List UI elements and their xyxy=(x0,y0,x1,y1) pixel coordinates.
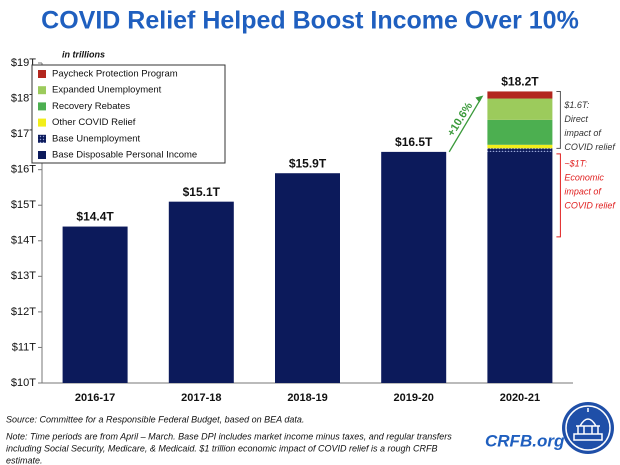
economic-note: COVID relief xyxy=(564,200,616,210)
y-tick-label: $14T xyxy=(11,235,36,247)
unit-note: in trillions xyxy=(62,49,105,59)
chart-title: COVID Relief Helped Boost Income Over 10… xyxy=(41,7,579,35)
legend-swatch xyxy=(38,118,46,127)
note: Note: Time periods are from April – Marc… xyxy=(6,431,452,441)
y-tick-label: $18T xyxy=(11,92,36,104)
legend-label: Expanded Unemployment xyxy=(52,85,162,96)
y-tick-label: $11T xyxy=(12,341,37,353)
total-label: $16.5T xyxy=(395,135,433,149)
bar-segment xyxy=(487,144,553,149)
economic-bracket xyxy=(556,153,561,238)
legend-swatch xyxy=(38,151,46,159)
source: Source: Committee for a Responsible Fede… xyxy=(6,414,304,424)
y-tick-label: $17T xyxy=(11,128,36,140)
x-tick-label: 2020-21 xyxy=(500,392,540,404)
bar-segment xyxy=(487,148,553,152)
legend-swatch xyxy=(38,102,46,111)
growth-arrow xyxy=(448,99,481,153)
legend-swatch xyxy=(38,134,46,143)
x-tick-label: 2018-19 xyxy=(287,392,327,404)
x-tick-label: 2016-17 xyxy=(75,392,115,404)
legend-label: Other COVID Relief xyxy=(52,117,136,128)
y-tick-label: $10T xyxy=(11,377,36,389)
y-tick-label: $19T xyxy=(11,57,36,69)
legend-label: Paycheck Protection Program xyxy=(52,69,178,80)
direct-bracket xyxy=(556,90,561,149)
bar-segment xyxy=(168,201,234,383)
note: including Social Security, Medicare, & M… xyxy=(6,443,438,453)
total-label: $14.4T xyxy=(76,210,114,224)
logo xyxy=(562,402,614,454)
legend-box xyxy=(31,64,226,164)
y-tick-label: $13T xyxy=(11,270,36,282)
direct-note: $1.6T: xyxy=(563,100,589,110)
x-tick-label: 2019-20 xyxy=(394,392,434,404)
bar-segment xyxy=(275,173,340,383)
total-label: $15.9T xyxy=(289,156,327,170)
legend-label: Recovery Rebates xyxy=(52,101,130,112)
brand: CRFB.org xyxy=(485,431,565,450)
plot: $10T $11T $12T $13T $14T $15T $16T $17T $18T $19T… xyxy=(11,57,616,404)
economic-note: ~$1T: xyxy=(564,158,587,168)
y-tick-label: $16T xyxy=(11,164,36,176)
bar-segment xyxy=(62,226,128,383)
legend-swatch xyxy=(38,86,46,95)
legend-label: Base Unemployment xyxy=(52,133,141,144)
bar-segment xyxy=(487,91,553,99)
total-label: $15.1T xyxy=(183,185,221,199)
arrow-head xyxy=(475,95,484,103)
y-tick-label: $12T xyxy=(11,306,36,318)
bar-segment xyxy=(381,151,447,383)
economic-note: impact of xyxy=(564,186,602,196)
direct-note: impact of xyxy=(564,128,602,138)
note: estimate. xyxy=(6,455,43,465)
bar-segment xyxy=(487,151,553,383)
total-label: $18.2T xyxy=(501,75,539,89)
economic-note: Economic xyxy=(564,172,604,182)
y-tick-label: $15T xyxy=(11,199,36,211)
legend-label: Base Disposable Personal Income xyxy=(52,150,197,161)
legend-swatch xyxy=(38,70,46,78)
bar-segment xyxy=(487,98,553,120)
bar-segment xyxy=(487,119,553,145)
legend: Paycheck Protection Program Expanded Unem… xyxy=(31,64,226,164)
direct-note: COVID relief xyxy=(564,142,616,152)
x-tick-label: 2017-18 xyxy=(181,392,221,404)
direct-note: Direct xyxy=(564,114,588,124)
